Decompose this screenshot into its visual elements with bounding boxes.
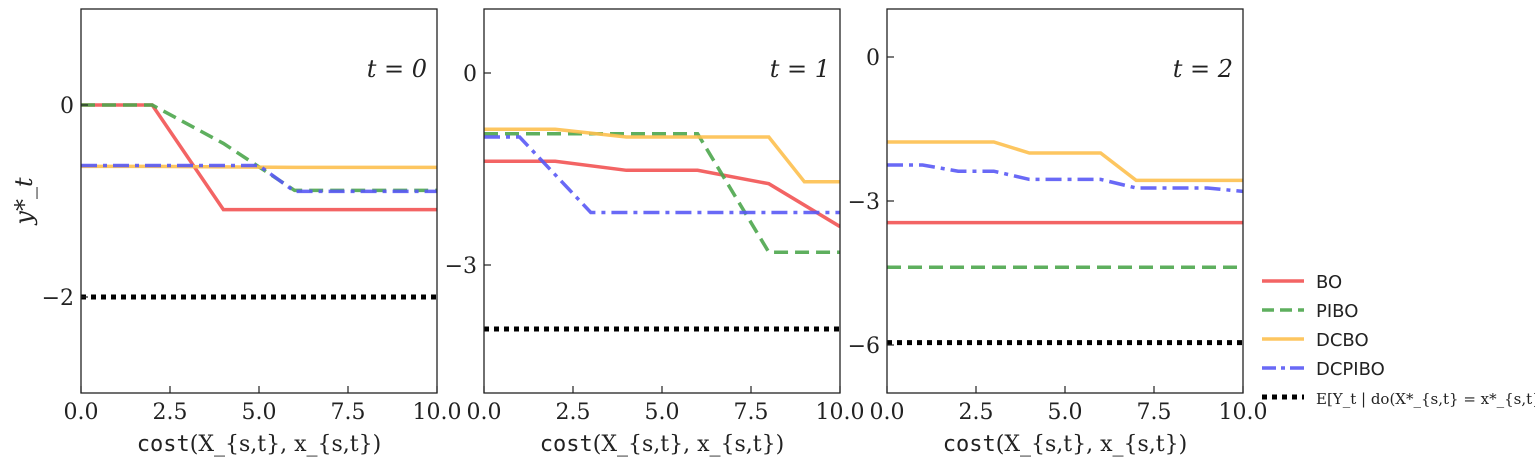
x-axis-label: cost(X_{s,t}, x_{s,t}) [943,432,1187,457]
y-tick-label: 0 [60,94,74,119]
series-line-bo [81,103,437,212]
x-tick-label: 10.0 [413,400,462,425]
y-tick-label: −3 [848,190,880,215]
legend-label: DCBO [1316,330,1369,351]
series-line-bo [484,159,840,229]
x-tick-label: 5.0 [242,400,277,425]
x-tick-label: 2.5 [556,400,591,425]
legend-label: E[Y_t | do(X*_{s,t} = x*_{s,t})] [1316,390,1535,408]
x-tick-label: 10.0 [816,400,865,425]
x-axis-label: cost(X_{s,t}, x_{s,t}) [137,432,381,457]
y-tick-label: 0 [866,46,880,71]
y-tick-label: −2 [42,286,74,311]
legend-label: DCPIBO [1316,359,1385,380]
panel-annotation: t = 0 [367,55,427,83]
series-line-dcbo [81,164,437,170]
x-tick-label: 2.5 [959,400,994,425]
x-tick-label: 5.0 [1048,400,1083,425]
panel-annotation: t = 2 [1173,55,1233,83]
series-line-dcpibo [484,135,840,215]
x-tick-label: 7.5 [331,400,366,425]
x-tick-label: 0.0 [467,400,502,425]
x-tick-label: 7.5 [1137,400,1172,425]
legend: BO PIBO DCBO DCPIBO E[Y_t | do(X*_{s,t} = x*… [1262,272,1535,408]
series-line-dcpibo [81,163,437,194]
panel-2: 0.0 2.5 5.0 7.5 10.0 0 −3 −6 t = 2 cost(X_{s,t}, … [848,8,1268,457]
y-tick-label: −3 [445,254,477,279]
x-tick-label: 0.0 [870,400,905,425]
legend-label: PIBO [1316,301,1358,322]
y-axis-label: y*_t [10,177,38,226]
panel-0: 0.0 2.5 5.0 7.5 10.0 0 −2 t = 0 cost(X_{s,t}, x_… [10,8,462,457]
legend-label: BO [1316,272,1342,293]
series-line-pibo [81,103,437,193]
x-tick-label: 7.5 [734,400,769,425]
x-tick-label: 2.5 [153,400,188,425]
x-tick-label: 10.0 [1219,400,1268,425]
y-tick-label: 0 [463,62,477,87]
series-line-dcbo [484,127,840,184]
panel-annotation: t = 1 [770,55,830,83]
series-line-dcbo [887,140,1243,183]
series-line-dcpibo [887,163,1243,194]
y-tick-label: −6 [848,334,880,359]
x-tick-label: 5.0 [645,400,680,425]
x-tick-label: 0.0 [64,400,99,425]
x-axis-label: cost(X_{s,t}, x_{s,t}) [540,432,784,457]
panel-1: 0.0 2.5 5.0 7.5 10.0 0 −3 t = 1 cost(X_{s,t}, x_… [445,8,865,457]
